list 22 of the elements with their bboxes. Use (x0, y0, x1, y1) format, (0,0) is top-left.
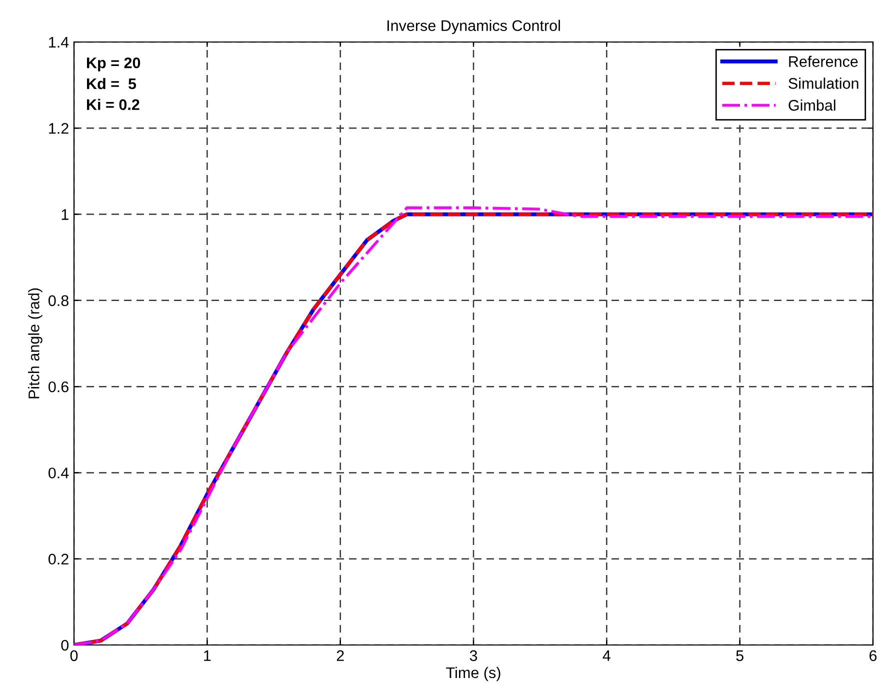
x-tick-label: 6 (870, 650, 877, 662)
y-tick-label: 0.2 (48, 554, 68, 565)
y-tick-label: 1.4 (49, 37, 69, 48)
x-tick-label: 0 (70, 650, 78, 662)
y-axis-title: Pitch angle (rad) (28, 288, 42, 398)
legend-label: Simulation (788, 78, 858, 89)
legend-label: Reference (789, 56, 858, 67)
legend-label: Gimbal (788, 100, 836, 111)
x-tick-label: 3 (470, 650, 478, 662)
y-tick-label: 0.4 (48, 468, 69, 478)
y-tick-label: 1 (62, 209, 68, 220)
y-tick-label: 0.6 (48, 381, 68, 392)
x-tick-label: 2 (336, 650, 344, 661)
y-tick-label: 1.2 (49, 123, 68, 134)
y-tick-label: 0.8 (48, 295, 68, 306)
x-tick-label: 5 (736, 650, 744, 662)
annotation: Kp = 20 Kd = 5 Ki = 0.2 (87, 57, 140, 110)
y-tick-label: 0 (61, 640, 69, 651)
x-tick-label: 4 (602, 650, 610, 661)
chart-title: Inverse Dynamics Control (387, 20, 560, 34)
x-tick-label: 1 (204, 650, 211, 661)
x-axis-title: Time (s) (446, 666, 500, 682)
